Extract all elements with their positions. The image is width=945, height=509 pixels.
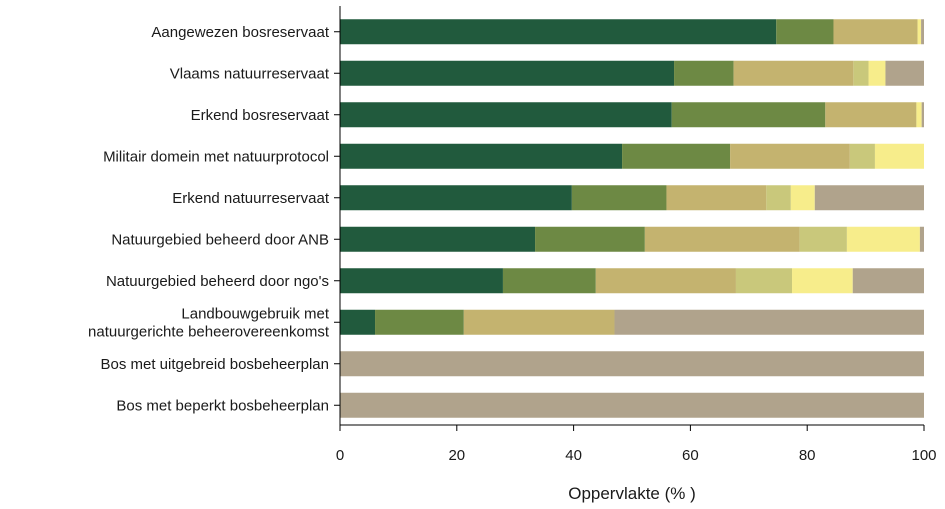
category-label: Vlaams natuurreservaat [170,65,330,82]
bar-segment-5-6 [814,185,924,211]
bar-segment-2-5 [868,60,886,86]
bar-segment-4-2 [622,143,731,169]
category-label: Erkend natuurreservaat [172,190,330,207]
bar-segment-3-2 [671,102,826,128]
bar-segment-3-5 [916,102,922,128]
bar-segment-1-2 [776,19,834,45]
category-label: Landbouwgebruik met [181,305,329,322]
bar-segment-8-2 [375,309,464,335]
x-tick-label: 60 [682,447,699,464]
bar-segment-3-3 [825,102,917,128]
bar-segment-2-2 [674,60,734,86]
bar-segment-6-5 [846,226,920,252]
bar-segment-4-1 [340,143,623,169]
bar-segment-5-3 [666,185,767,211]
category-label: Natuurgebied beheerd door ANB [111,231,329,248]
x-tick-label: 0 [336,447,344,464]
category-label: Erkend bosreservaat [191,107,330,124]
bar-segment-6-4 [799,226,847,252]
bar-segment-8-6 [614,309,924,335]
bar-segment-2-6 [885,60,924,86]
bar-segment-8-3 [463,309,615,335]
category-label: Bos met beperkt bosbeheerplan [116,397,329,414]
bar-segment-1-5 [917,19,922,45]
bar-segment-3-1 [340,102,672,128]
bar-segment-5-1 [340,185,572,211]
bar-segment-1-1 [340,19,777,45]
bar-segment-7-3 [595,268,736,294]
bar-segment-5-4 [766,185,791,211]
bar-segment-6-2 [535,226,645,252]
bar-segment-3-6 [921,102,924,128]
bar-segment-6-3 [644,226,800,252]
category-label: Natuurgebied beheerd door ngo's [106,273,329,290]
bar-segment-7-5 [792,268,853,294]
x-tick-label: 80 [799,447,816,464]
bar-segment-1-3 [833,19,918,45]
bar-segment-2-1 [340,60,675,86]
x-axis-title: Oppervlakte (% ) [568,484,696,503]
x-tick-label: 100 [911,447,936,464]
category-label: Bos met uitgebreid bosbeheerplan [101,356,330,373]
bar-segment-7-4 [735,268,793,294]
x-tick-label: 20 [448,447,465,464]
category-label: Aangewezen bosreservaat [151,24,329,41]
category-label: Militair domein met natuurprotocol [103,148,329,165]
category-label: natuurgerichte beheerovereenkomst [88,323,330,340]
bar-segment-7-1 [340,268,503,294]
x-tick-label: 40 [565,447,582,464]
bar-segment-7-2 [502,268,596,294]
bar-segment-6-1 [340,226,536,252]
bar-segment-5-5 [790,185,815,211]
bars-layer [340,19,924,418]
bar-segment-10-6 [340,392,924,418]
bar-segment-7-6 [852,268,924,294]
bar-segment-1-6 [921,19,924,45]
category-labels: Aangewezen bosreservaat Vlaams natuurrese… [88,24,330,414]
bar-segment-8-1 [340,309,376,335]
bar-segment-2-3 [733,60,854,86]
bar-segment-9-6 [340,351,924,377]
bar-segment-6-6 [919,226,924,252]
bar-segment-4-3 [730,143,850,169]
bar-segment-4-5 [874,143,924,169]
bar-segment-2-4 [853,60,869,86]
ticks-layer: 0 20 40 60 80 100 [334,31,937,464]
bar-segment-5-2 [571,185,667,211]
bar-segment-4-4 [849,143,875,169]
